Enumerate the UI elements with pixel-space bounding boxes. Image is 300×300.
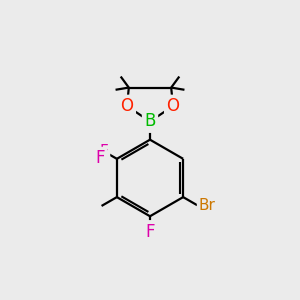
- Text: F: F: [146, 224, 154, 239]
- Text: F: F: [145, 223, 155, 241]
- Text: O: O: [167, 97, 179, 115]
- Text: B: B: [144, 112, 156, 130]
- Text: Br: Br: [199, 198, 215, 213]
- Text: F: F: [95, 149, 104, 167]
- Text: F: F: [99, 144, 108, 159]
- Text: O: O: [121, 97, 134, 115]
